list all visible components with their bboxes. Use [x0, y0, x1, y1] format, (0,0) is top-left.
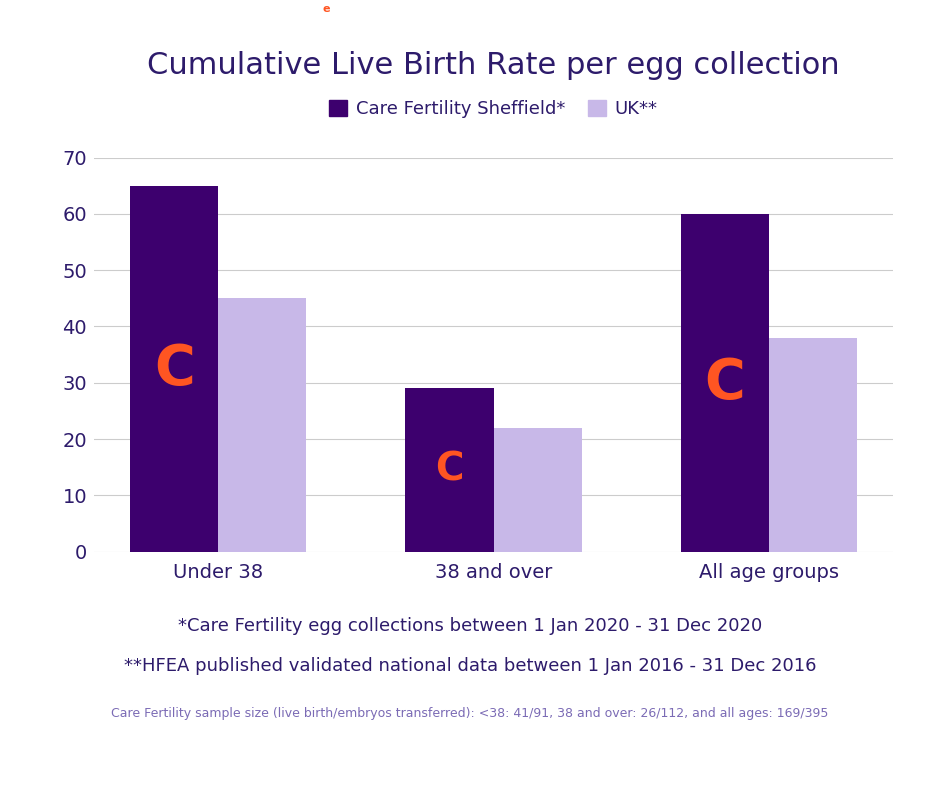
Text: C: C [435, 451, 463, 489]
Text: e: e [323, 3, 331, 13]
Legend: Care Fertility Sheffield*, UK**: Care Fertility Sheffield*, UK** [329, 99, 658, 118]
Text: **HFEA published validated national data between 1 Jan 2016 - 31 Dec 2016: **HFEA published validated national data… [124, 657, 816, 675]
Text: C: C [704, 355, 745, 410]
Bar [131, 186, 218, 552]
Bar [494, 428, 582, 552]
Text: C: C [154, 342, 195, 396]
Bar [681, 214, 769, 552]
Title: Cumulative Live Birth Rate per egg collection: Cumulative Live Birth Rate per egg colle… [148, 51, 839, 80]
Bar [218, 299, 306, 552]
Bar [405, 388, 494, 552]
Bar [769, 338, 856, 552]
Text: *Care Fertility egg collections between 1 Jan 2020 - 31 Dec 2020: *Care Fertility egg collections between … [178, 618, 762, 635]
Text: Care Fertility sample size (live birth/embryos transferred): <38: 41/91, 38 and : Care Fertility sample size (live birth/e… [111, 707, 829, 719]
